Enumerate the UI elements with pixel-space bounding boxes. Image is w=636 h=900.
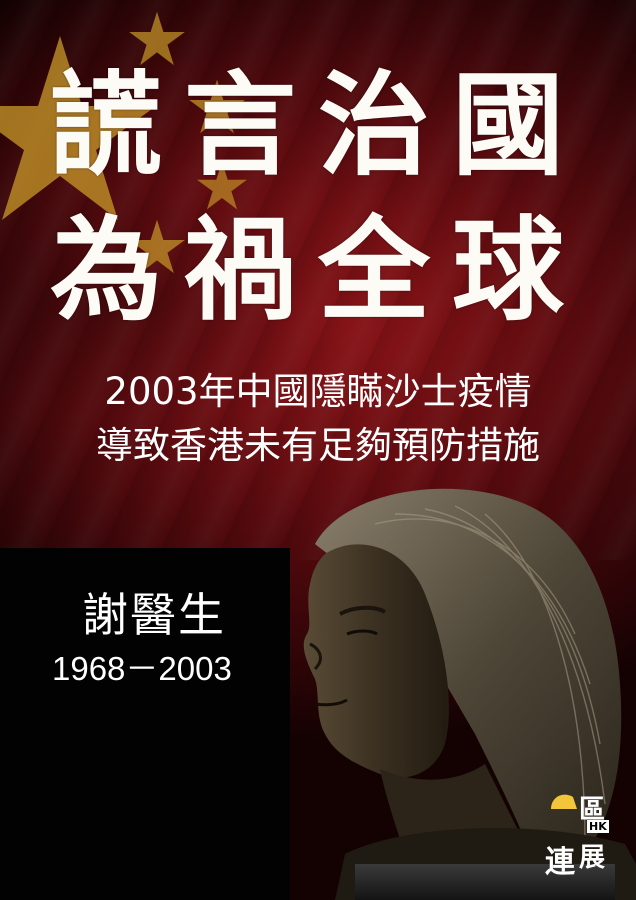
small-star-icon — [129, 11, 185, 66]
headline-line-1: 謊言治國 — [50, 60, 586, 191]
organization-logo: 區 HK 展 連 — [543, 787, 615, 880]
logo-char: 展 — [579, 843, 606, 873]
headline-line-2: 為禍全球 — [50, 205, 586, 336]
small-star-icon — [197, 161, 247, 210]
subtitle-line-1: 2003年中國隱瞞沙士疫情 — [104, 370, 532, 413]
name-panel — [0, 548, 290, 900]
large-star-icon — [0, 36, 156, 220]
logo-char: 連 — [545, 845, 575, 880]
bronze-bust-image — [303, 488, 636, 900]
small-star-icon — [129, 219, 185, 274]
logo-char: HK — [587, 820, 609, 833]
person-name: 謝醫生 — [82, 588, 226, 642]
flag-background — [0, 0, 636, 560]
small-star-icon — [189, 79, 245, 134]
person-years: 1968－2003 — [52, 650, 232, 687]
subtitle-line-2: 導致香港未有足夠預防措施 — [96, 424, 540, 467]
